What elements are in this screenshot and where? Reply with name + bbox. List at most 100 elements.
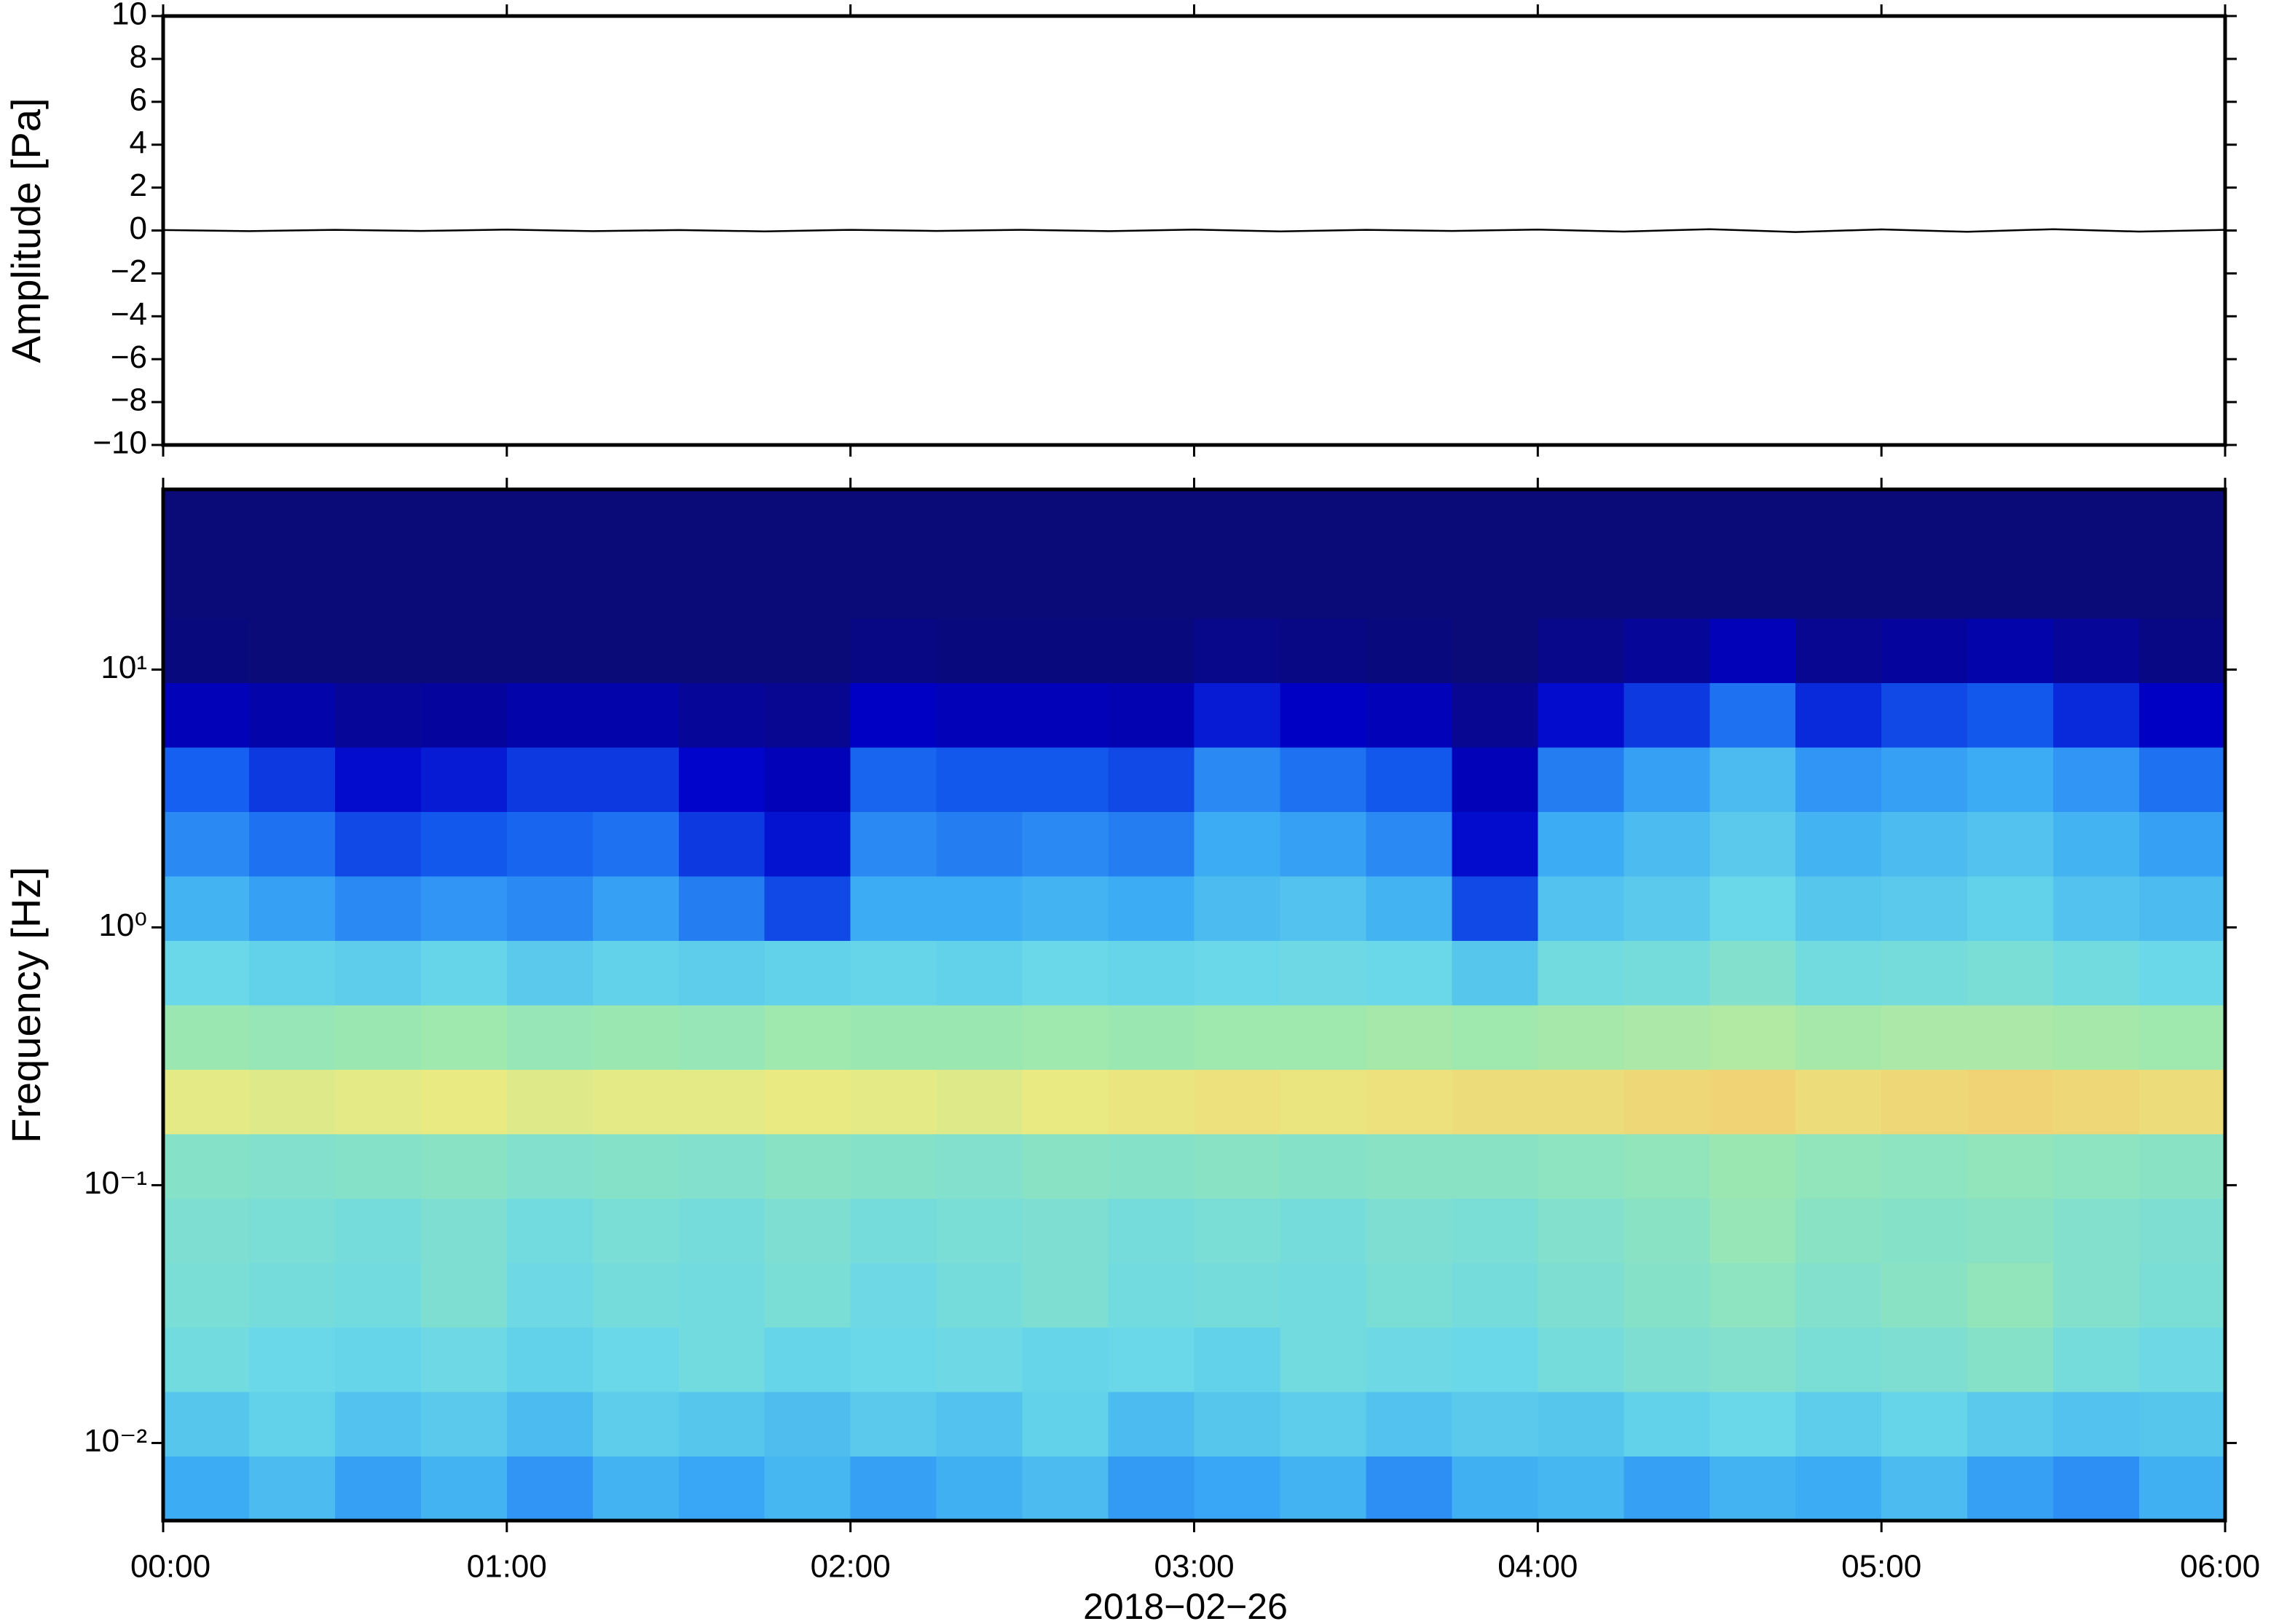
spectrogram-cell [1967, 553, 2054, 619]
spectrogram-cell [163, 682, 250, 748]
spectrogram-cell [420, 876, 508, 941]
spectrogram-cell [678, 1198, 765, 1264]
spectrogram-cell [1108, 747, 1194, 813]
spectrogram-cell [1709, 811, 1796, 877]
spectrogram-cell [1280, 1392, 1366, 1457]
spectrogram-cell [1623, 1005, 1710, 1071]
spectrogram-cell [1366, 940, 1452, 1006]
spectrogram-cell [1881, 682, 1968, 748]
spectrogram-cell [764, 1069, 851, 1135]
spectrogram-cell [248, 811, 336, 877]
spectrogram-cell [2139, 747, 2226, 813]
spectrogram-cell [678, 1005, 765, 1071]
spectrogram-cell [2053, 811, 2140, 877]
spectrogram-cell [506, 618, 594, 683]
spectrogram-cell [678, 940, 765, 1006]
spectrogram-cell [1623, 1069, 1710, 1135]
spectrogram-cell [2139, 1005, 2226, 1071]
spectrogram-cell [1623, 489, 1710, 555]
spectrogram-cell [1795, 1069, 1882, 1135]
spectrogram-cell [1194, 682, 1280, 748]
spectrogram-cell [678, 1069, 765, 1135]
spectrogram-cell [1194, 940, 1280, 1006]
spectrogram-cell [850, 940, 937, 1006]
spectrogram-cell [1538, 1327, 1624, 1392]
spectrogram-cell [1452, 1134, 1538, 1199]
spectrogram-cell [1795, 1392, 1882, 1457]
spectrogram-cell [1194, 489, 1280, 555]
spectrogram-cell [1538, 1134, 1624, 1199]
spectrogram-cell [1366, 553, 1452, 619]
spectrogram-cell [1280, 682, 1366, 748]
spectrogram-cell [506, 940, 594, 1006]
spectrogram-cell [248, 1263, 336, 1328]
waveform [163, 228, 2225, 233]
spectrogram-cell [2053, 1327, 2140, 1392]
spectrogram-cell [1280, 489, 1366, 555]
spectrogram-cell [1108, 553, 1194, 619]
spectrogram-cell [1366, 1456, 1452, 1521]
spectrogram-cell [1967, 876, 2054, 941]
spectrogram-cell [1280, 1198, 1366, 1264]
spectrogram-cell [506, 1134, 594, 1199]
spectrogram-cell [1452, 1456, 1538, 1521]
spectrogram-cell [1022, 1392, 1109, 1457]
spectrogram-cell [1108, 682, 1194, 748]
spectrogram-cell [1538, 682, 1624, 748]
spectrogram-cell [850, 747, 937, 813]
spectrogram-cell [592, 811, 680, 877]
spectrogram-cell [2053, 1134, 2140, 1199]
x-axis-title: 2018−02−26 [1083, 1586, 1288, 1624]
spectrogram-cell [1366, 1327, 1452, 1392]
spectrogram-cell [248, 1198, 336, 1264]
spectrogram-cell [1967, 811, 2054, 877]
spectrogram-cell [1452, 1069, 1538, 1135]
spectrogram-cell [764, 618, 851, 683]
spectrogram-cell [1967, 489, 2054, 555]
spectrogram-cell [1538, 1263, 1624, 1328]
spectrogram-cell [334, 876, 422, 941]
spectrogram-cell [936, 811, 1023, 877]
x-tick-label: 03:00 [1154, 1549, 1234, 1585]
spectrogram-cell [2053, 876, 2140, 941]
spectrogram-cell [2139, 1263, 2226, 1328]
spectrogram-cell [1795, 1263, 1882, 1328]
spectrogram-cell [1280, 811, 1366, 877]
spectrogram-cell [163, 618, 250, 683]
spectrogram-cell [334, 618, 422, 683]
spectrogram-cell [1022, 1005, 1109, 1071]
spectrogram-cell [850, 1392, 937, 1457]
x-tick-label: 00:00 [130, 1549, 210, 1585]
spectrogram-cell [506, 1069, 594, 1135]
spectrogram-cell [1022, 876, 1109, 941]
spectrogram-cell [1538, 489, 1624, 555]
spectrogram-cell [1795, 940, 1882, 1006]
spectrogram-cell [163, 489, 250, 555]
spectrogram-cell [1452, 811, 1538, 877]
spectrogram-cell [1795, 747, 1882, 813]
spectrogram-cell [334, 1134, 422, 1199]
spectrogram-cell [850, 1327, 937, 1392]
spectrogram-cell [334, 1392, 422, 1457]
y-tick-label: 0 [130, 210, 147, 246]
spectrogram-cell [163, 876, 250, 941]
spectrogram-cell [1795, 682, 1882, 748]
spectrogram-cell [1108, 811, 1194, 877]
spectrogram-cell [1280, 1263, 1366, 1328]
spectrogram-cell [764, 1327, 851, 1392]
spectrogram-cell [1967, 1198, 2054, 1264]
spectrogram-cell [850, 1005, 937, 1071]
spectrogram-cell [1108, 940, 1194, 1006]
spectrogram-cell [1709, 1456, 1796, 1521]
spectrogram-cell [592, 1327, 680, 1392]
spectrogram-cell [764, 1005, 851, 1071]
spectrogram-cell [1108, 1198, 1194, 1264]
spectrogram-cell [1623, 1198, 1710, 1264]
spectrogram-cell [163, 1134, 250, 1199]
spectrogram-cell [1709, 1198, 1796, 1264]
spectrogram-cell [592, 1069, 680, 1135]
spectrogram-cell [2139, 1392, 2226, 1457]
spectrogram-cell [1108, 1456, 1194, 1521]
spectrogram-cell [1022, 618, 1109, 683]
spectrogram-cell [1709, 1134, 1796, 1199]
